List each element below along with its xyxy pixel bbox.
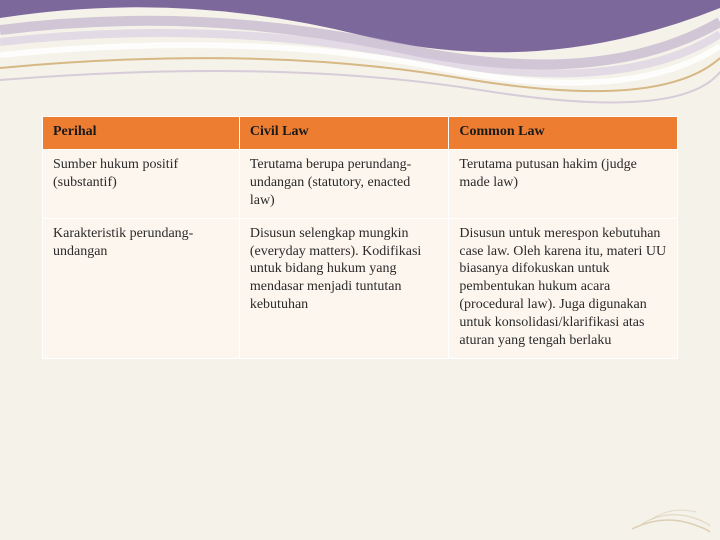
corner-swirl-decoration — [622, 474, 712, 534]
comparison-table: Perihal Civil Law Common Law Sumber huku… — [42, 116, 678, 359]
col-header-common-law: Common Law — [449, 117, 678, 150]
cell-common-law: Terutama putusan hakim (judge made law) — [449, 149, 678, 218]
cell-perihal: Sumber hukum positif (substantif) — [43, 149, 240, 218]
cell-common-law: Disusun untuk merespon kebutuhan case la… — [449, 218, 678, 358]
table-row: Karakteristik perundang-undangan Disusun… — [43, 218, 678, 358]
header-swirl-decoration — [0, 0, 720, 120]
comparison-table-container: Perihal Civil Law Common Law Sumber huku… — [42, 116, 678, 359]
cell-perihal: Karakteristik perundang-undangan — [43, 218, 240, 358]
col-header-civil-law: Civil Law — [239, 117, 449, 150]
col-header-perihal: Perihal — [43, 117, 240, 150]
cell-civil-law: Terutama berupa perundang-undangan (stat… — [239, 149, 449, 218]
cell-civil-law: Disusun selengkap mungkin (everyday matt… — [239, 218, 449, 358]
table-row: Sumber hukum positif (substantif) Teruta… — [43, 149, 678, 218]
table-header-row: Perihal Civil Law Common Law — [43, 117, 678, 150]
